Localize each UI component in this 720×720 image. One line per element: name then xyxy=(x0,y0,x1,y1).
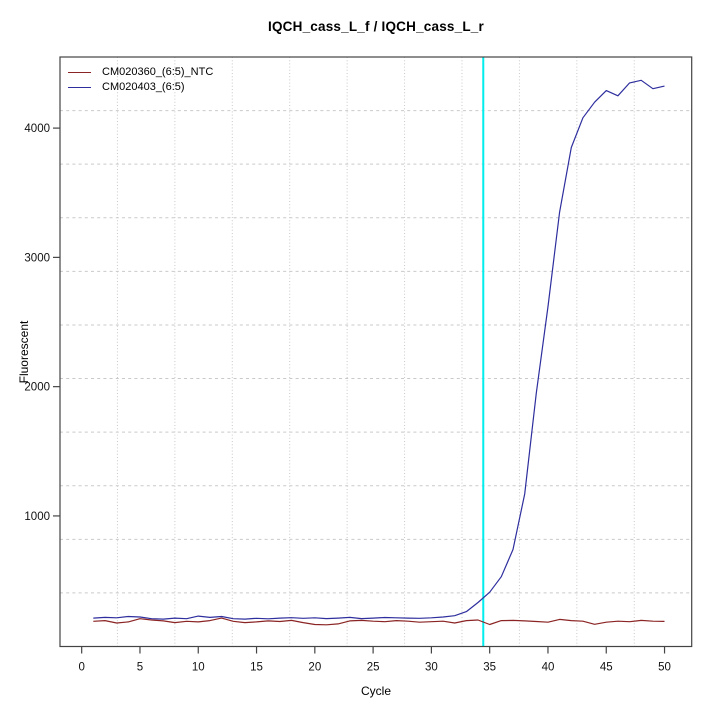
legend-item-sample: CM020403_(6:5) xyxy=(68,80,213,95)
y-tick-label: 1000 xyxy=(24,511,50,523)
x-tick-label: 10 xyxy=(192,662,205,674)
x-tick-label: 40 xyxy=(542,662,555,674)
y-tick-label: 4000 xyxy=(24,123,50,135)
x-tick-label: 45 xyxy=(600,662,613,674)
legend-line-swatch-blue xyxy=(68,87,91,88)
x-tick-label: 15 xyxy=(250,662,263,674)
legend-line-swatch-red xyxy=(68,72,91,73)
legend-label-ntc: CM020360_(6:5)_NTC xyxy=(102,66,214,78)
y-tick-label: 3000 xyxy=(24,252,50,264)
x-tick-label: 35 xyxy=(483,662,496,674)
y-tick-label: 2000 xyxy=(24,382,50,394)
plot-border xyxy=(59,56,693,648)
legend-item-ntc: CM020360_(6:5)_NTC xyxy=(68,65,213,80)
x-axis-label: Cycle xyxy=(360,684,391,698)
chart-title: IQCH_cass_L_f / IQCH_cass_L_r xyxy=(268,19,484,34)
x-tick-label: 20 xyxy=(308,662,321,674)
x-tick-label: 5 xyxy=(137,662,143,674)
x-tick-label: 30 xyxy=(425,662,438,674)
x-tick-label: 25 xyxy=(367,662,380,674)
legend: CM020360_(6:5)_NTC CM020403_(6:5) xyxy=(68,65,213,95)
x-tick-label: 0 xyxy=(78,662,84,674)
x-tick-label: 50 xyxy=(658,662,671,674)
amplification-curve xyxy=(93,79,665,620)
legend-label-sample: CM020403_(6:5) xyxy=(102,81,185,93)
ntc-curve xyxy=(93,617,665,626)
